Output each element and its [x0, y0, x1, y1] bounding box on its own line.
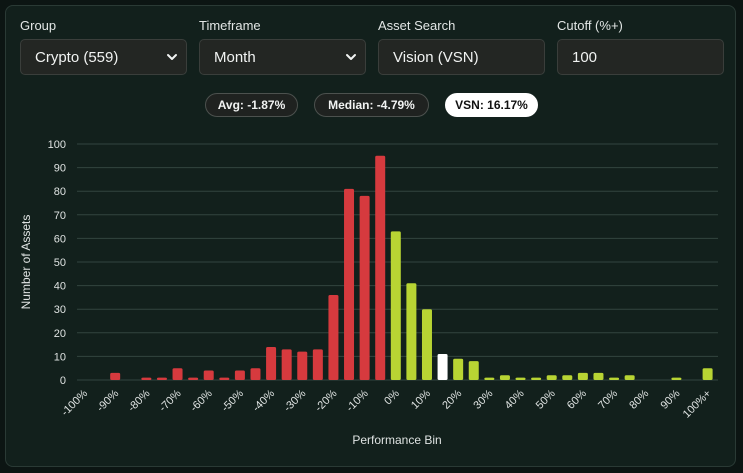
- cutoff-input[interactable]: 100: [557, 39, 724, 75]
- x-tick-label: 40%: [503, 387, 527, 411]
- x-tick-label: 0%: [382, 387, 402, 407]
- x-axis-ticks: -100% -90% -80% -70% -60% -50% -40% -30% -20% -10…: [59, 387, 714, 420]
- x-tick-label: -60%: [188, 387, 215, 414]
- y-tick-label: 10: [54, 351, 66, 363]
- bar-90%[interactable]: [671, 377, 682, 380]
- bar--15%[interactable]: [344, 188, 355, 380]
- bar--25%[interactable]: [312, 349, 323, 380]
- asset-search-value: Vision (VSN): [393, 48, 479, 66]
- bar--10%[interactable]: [359, 195, 370, 380]
- bar-75%[interactable]: [624, 375, 635, 380]
- bar-5%[interactable]: [406, 283, 417, 380]
- group-label: Group: [20, 18, 57, 33]
- bar-35%[interactable]: [499, 375, 510, 380]
- x-tick-label: 50%: [534, 387, 558, 411]
- x-tick-label: 30%: [471, 387, 495, 411]
- bar-40%[interactable]: [515, 377, 526, 380]
- median-badge: Median: -4.79%: [314, 93, 429, 117]
- asset-search-input[interactable]: Vision (VSN): [378, 39, 545, 75]
- x-tick-label: 60%: [565, 387, 589, 411]
- x-tick-label: -70%: [157, 387, 184, 414]
- bar-30%[interactable]: [484, 377, 495, 380]
- bar--70%[interactable]: [172, 368, 183, 380]
- timeframe-label: Timeframe: [199, 18, 261, 33]
- bar-100%+[interactable]: [702, 368, 713, 380]
- group-select[interactable]: Crypto (559): [20, 39, 187, 75]
- y-tick-label: 100: [48, 139, 66, 151]
- y-tick-label: 70: [54, 210, 66, 222]
- x-tick-label: -40%: [251, 387, 278, 414]
- x-tick-label: -20%: [313, 387, 340, 414]
- bar-55%[interactable]: [562, 375, 573, 380]
- x-tick-label: -10%: [344, 387, 371, 414]
- asset-badge: VSN: 16.17%: [445, 93, 538, 117]
- bar--55%[interactable]: [219, 377, 230, 380]
- chevron-down-icon: [167, 54, 177, 60]
- bar--40%[interactable]: [266, 346, 277, 380]
- x-tick-label: 100%+: [681, 388, 714, 421]
- y-tick-label: 60: [54, 233, 66, 245]
- bar-25%[interactable]: [468, 361, 479, 380]
- bar--60%[interactable]: [203, 370, 214, 380]
- x-tick-label: -50%: [219, 387, 246, 414]
- bar-50%[interactable]: [546, 375, 557, 380]
- bar-10%[interactable]: [421, 309, 432, 380]
- chart-bars: [110, 155, 713, 380]
- y-tick-label: 50: [54, 257, 66, 269]
- x-tick-label: 20%: [440, 387, 464, 411]
- avg-badge: Avg: -1.87%: [205, 93, 298, 117]
- bar-60%[interactable]: [577, 372, 588, 380]
- x-tick-label: 70%: [596, 387, 620, 411]
- y-tick-label: 80: [54, 186, 66, 198]
- y-tick-label: 40: [54, 281, 66, 293]
- cutoff-label: Cutoff (%+): [557, 18, 623, 33]
- bar-0%[interactable]: [390, 231, 401, 380]
- timeframe-select[interactable]: Month: [199, 39, 366, 75]
- bar--90%[interactable]: [110, 372, 121, 380]
- x-axis-label: Performance Bin: [352, 433, 441, 447]
- bar--50%[interactable]: [234, 370, 245, 380]
- bar-45%[interactable]: [531, 377, 542, 380]
- y-axis-label: Number of Assets: [19, 215, 33, 310]
- x-tick-label: -90%: [95, 387, 122, 414]
- cutoff-value: 100: [572, 48, 598, 66]
- y-tick-label: 30: [54, 304, 66, 316]
- bar--20%[interactable]: [328, 295, 339, 380]
- x-tick-label: -30%: [282, 387, 309, 414]
- asset-search-label: Asset Search: [378, 18, 456, 33]
- chevron-down-icon: [346, 54, 356, 60]
- bar-70%[interactable]: [609, 377, 620, 380]
- timeframe-select-value: Month: [214, 48, 256, 66]
- dashboard-panel: [5, 5, 736, 467]
- y-axis-ticks: 0 10 20 30 40 50 60 70 80 90 100: [48, 139, 66, 387]
- x-tick-label: 80%: [627, 387, 651, 411]
- bar-65%[interactable]: [593, 372, 604, 380]
- y-tick-label: 90: [54, 163, 66, 175]
- bar-20%[interactable]: [453, 358, 464, 380]
- bar--35%[interactable]: [281, 349, 292, 380]
- x-tick-label: 90%: [658, 387, 682, 411]
- x-tick-label: -100%: [59, 387, 90, 418]
- bar--65%[interactable]: [188, 377, 199, 380]
- bar--80%[interactable]: [141, 377, 152, 380]
- bar--45%[interactable]: [250, 368, 261, 380]
- x-tick-label: -80%: [126, 387, 153, 414]
- bar--5%[interactable]: [375, 155, 386, 380]
- bar-15%[interactable]: [437, 354, 448, 380]
- x-tick-label: 10%: [409, 387, 433, 411]
- y-tick-label: 0: [60, 375, 66, 387]
- group-select-value: Crypto (559): [35, 48, 119, 66]
- bar--30%[interactable]: [297, 351, 308, 380]
- y-tick-label: 20: [54, 328, 66, 340]
- bar--75%[interactable]: [156, 377, 167, 380]
